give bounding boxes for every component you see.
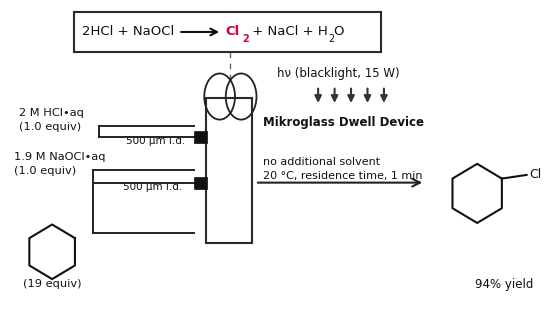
Text: Cl: Cl (529, 168, 542, 182)
Text: + NaCl + H: + NaCl + H (248, 25, 327, 38)
Text: 94% yield: 94% yield (475, 278, 534, 290)
Text: 2HCl + NaOCl: 2HCl + NaOCl (83, 25, 175, 38)
Text: 2 M HCl•aq
(1.0 equiv): 2 M HCl•aq (1.0 equiv) (19, 108, 84, 131)
Text: Mikroglass Dwell Device: Mikroglass Dwell Device (263, 116, 424, 129)
Text: O: O (333, 25, 343, 38)
Text: 500 μm i.d.: 500 μm i.d. (126, 136, 186, 146)
Bar (194, 177, 207, 189)
Bar (74, 12, 381, 52)
Text: no additional solvent
20 °C, residence time, 1 min: no additional solvent 20 °C, residence t… (263, 157, 423, 181)
Text: 500 μm i.d.: 500 μm i.d. (124, 182, 183, 192)
Text: 2: 2 (329, 34, 335, 44)
Text: (19 equiv): (19 equiv) (23, 279, 81, 289)
Bar (206, 98, 252, 243)
Text: 2: 2 (243, 34, 249, 44)
Text: 1.9 M NaOCl•aq
(1.0 equiv): 1.9 M NaOCl•aq (1.0 equiv) (14, 152, 105, 176)
Bar (194, 131, 207, 143)
Text: Cl: Cl (225, 25, 239, 38)
Text: hν (blacklight, 15 W): hν (blacklight, 15 W) (277, 67, 399, 80)
